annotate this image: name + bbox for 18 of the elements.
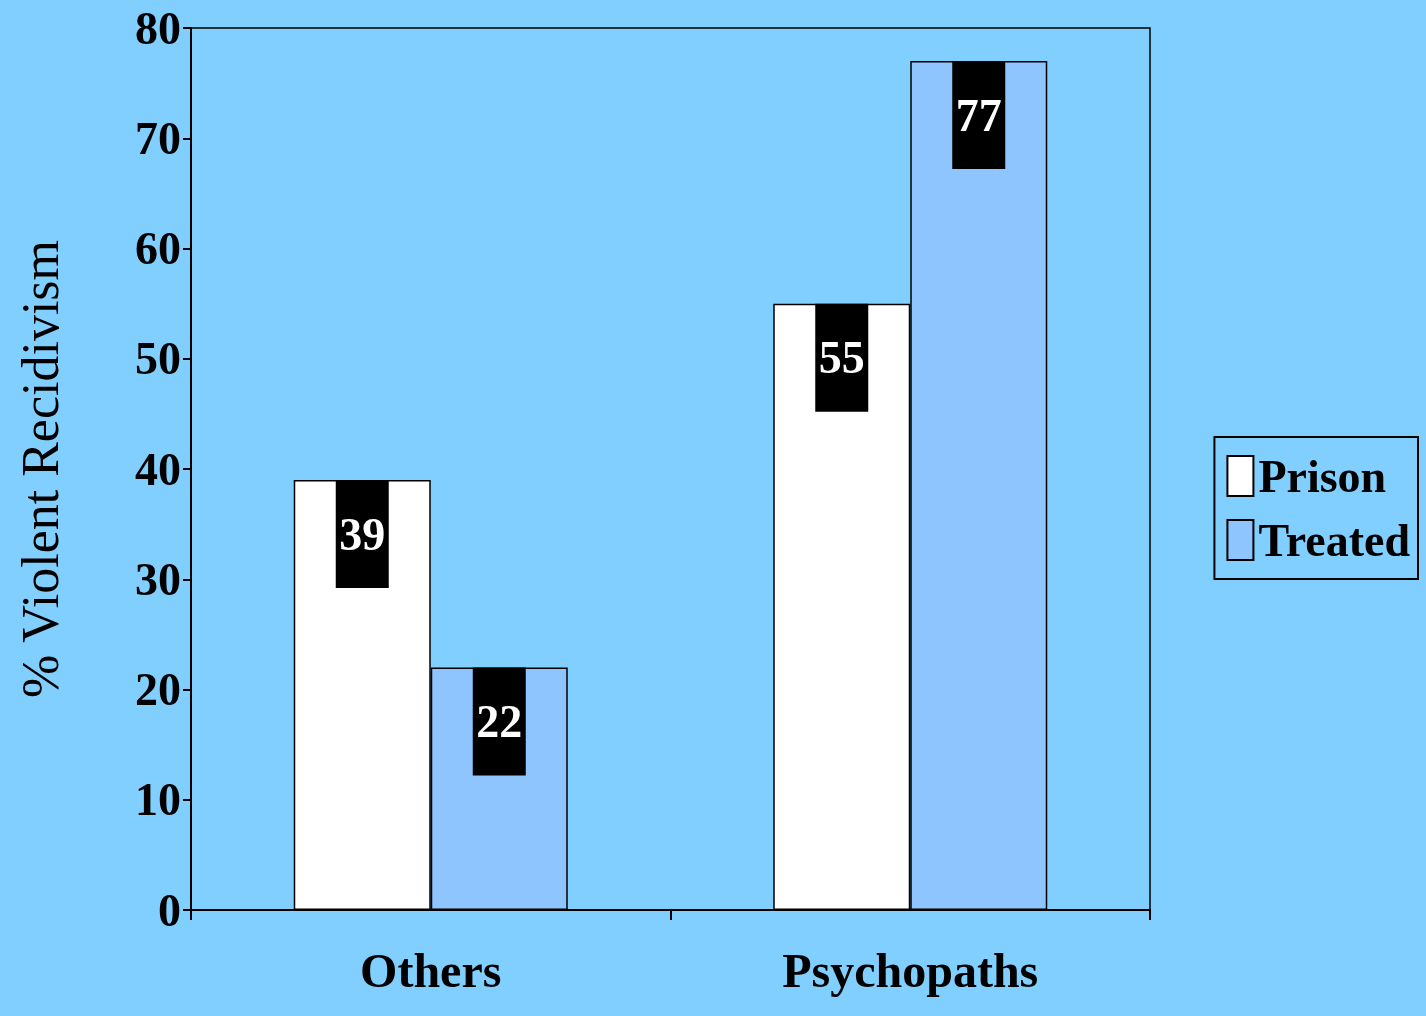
legend-label: Treated (1258, 514, 1411, 566)
y-tick-label: 80 (135, 2, 181, 54)
data-label: 77 (955, 89, 1002, 141)
y-tick-label: 60 (135, 223, 181, 274)
x-tick-label: Others (360, 943, 502, 997)
y-tick-label: 20 (135, 664, 181, 715)
y-axis-title: % Violent Recidivism (11, 239, 69, 699)
y-tick-label: 50 (135, 333, 181, 385)
y-tick-label: 0 (158, 884, 181, 936)
data-label: 39 (339, 508, 386, 560)
data-label: 22 (476, 695, 523, 747)
legend-label: Prison (1258, 450, 1387, 502)
x-tick-label: Psychopaths (782, 943, 1039, 997)
y-tick-label: 70 (135, 112, 181, 164)
data-label: 55 (818, 332, 865, 384)
y-tick-label: 40 (135, 443, 181, 495)
y-tick-label: 30 (135, 553, 181, 605)
y-tick-label: 10 (135, 774, 181, 826)
